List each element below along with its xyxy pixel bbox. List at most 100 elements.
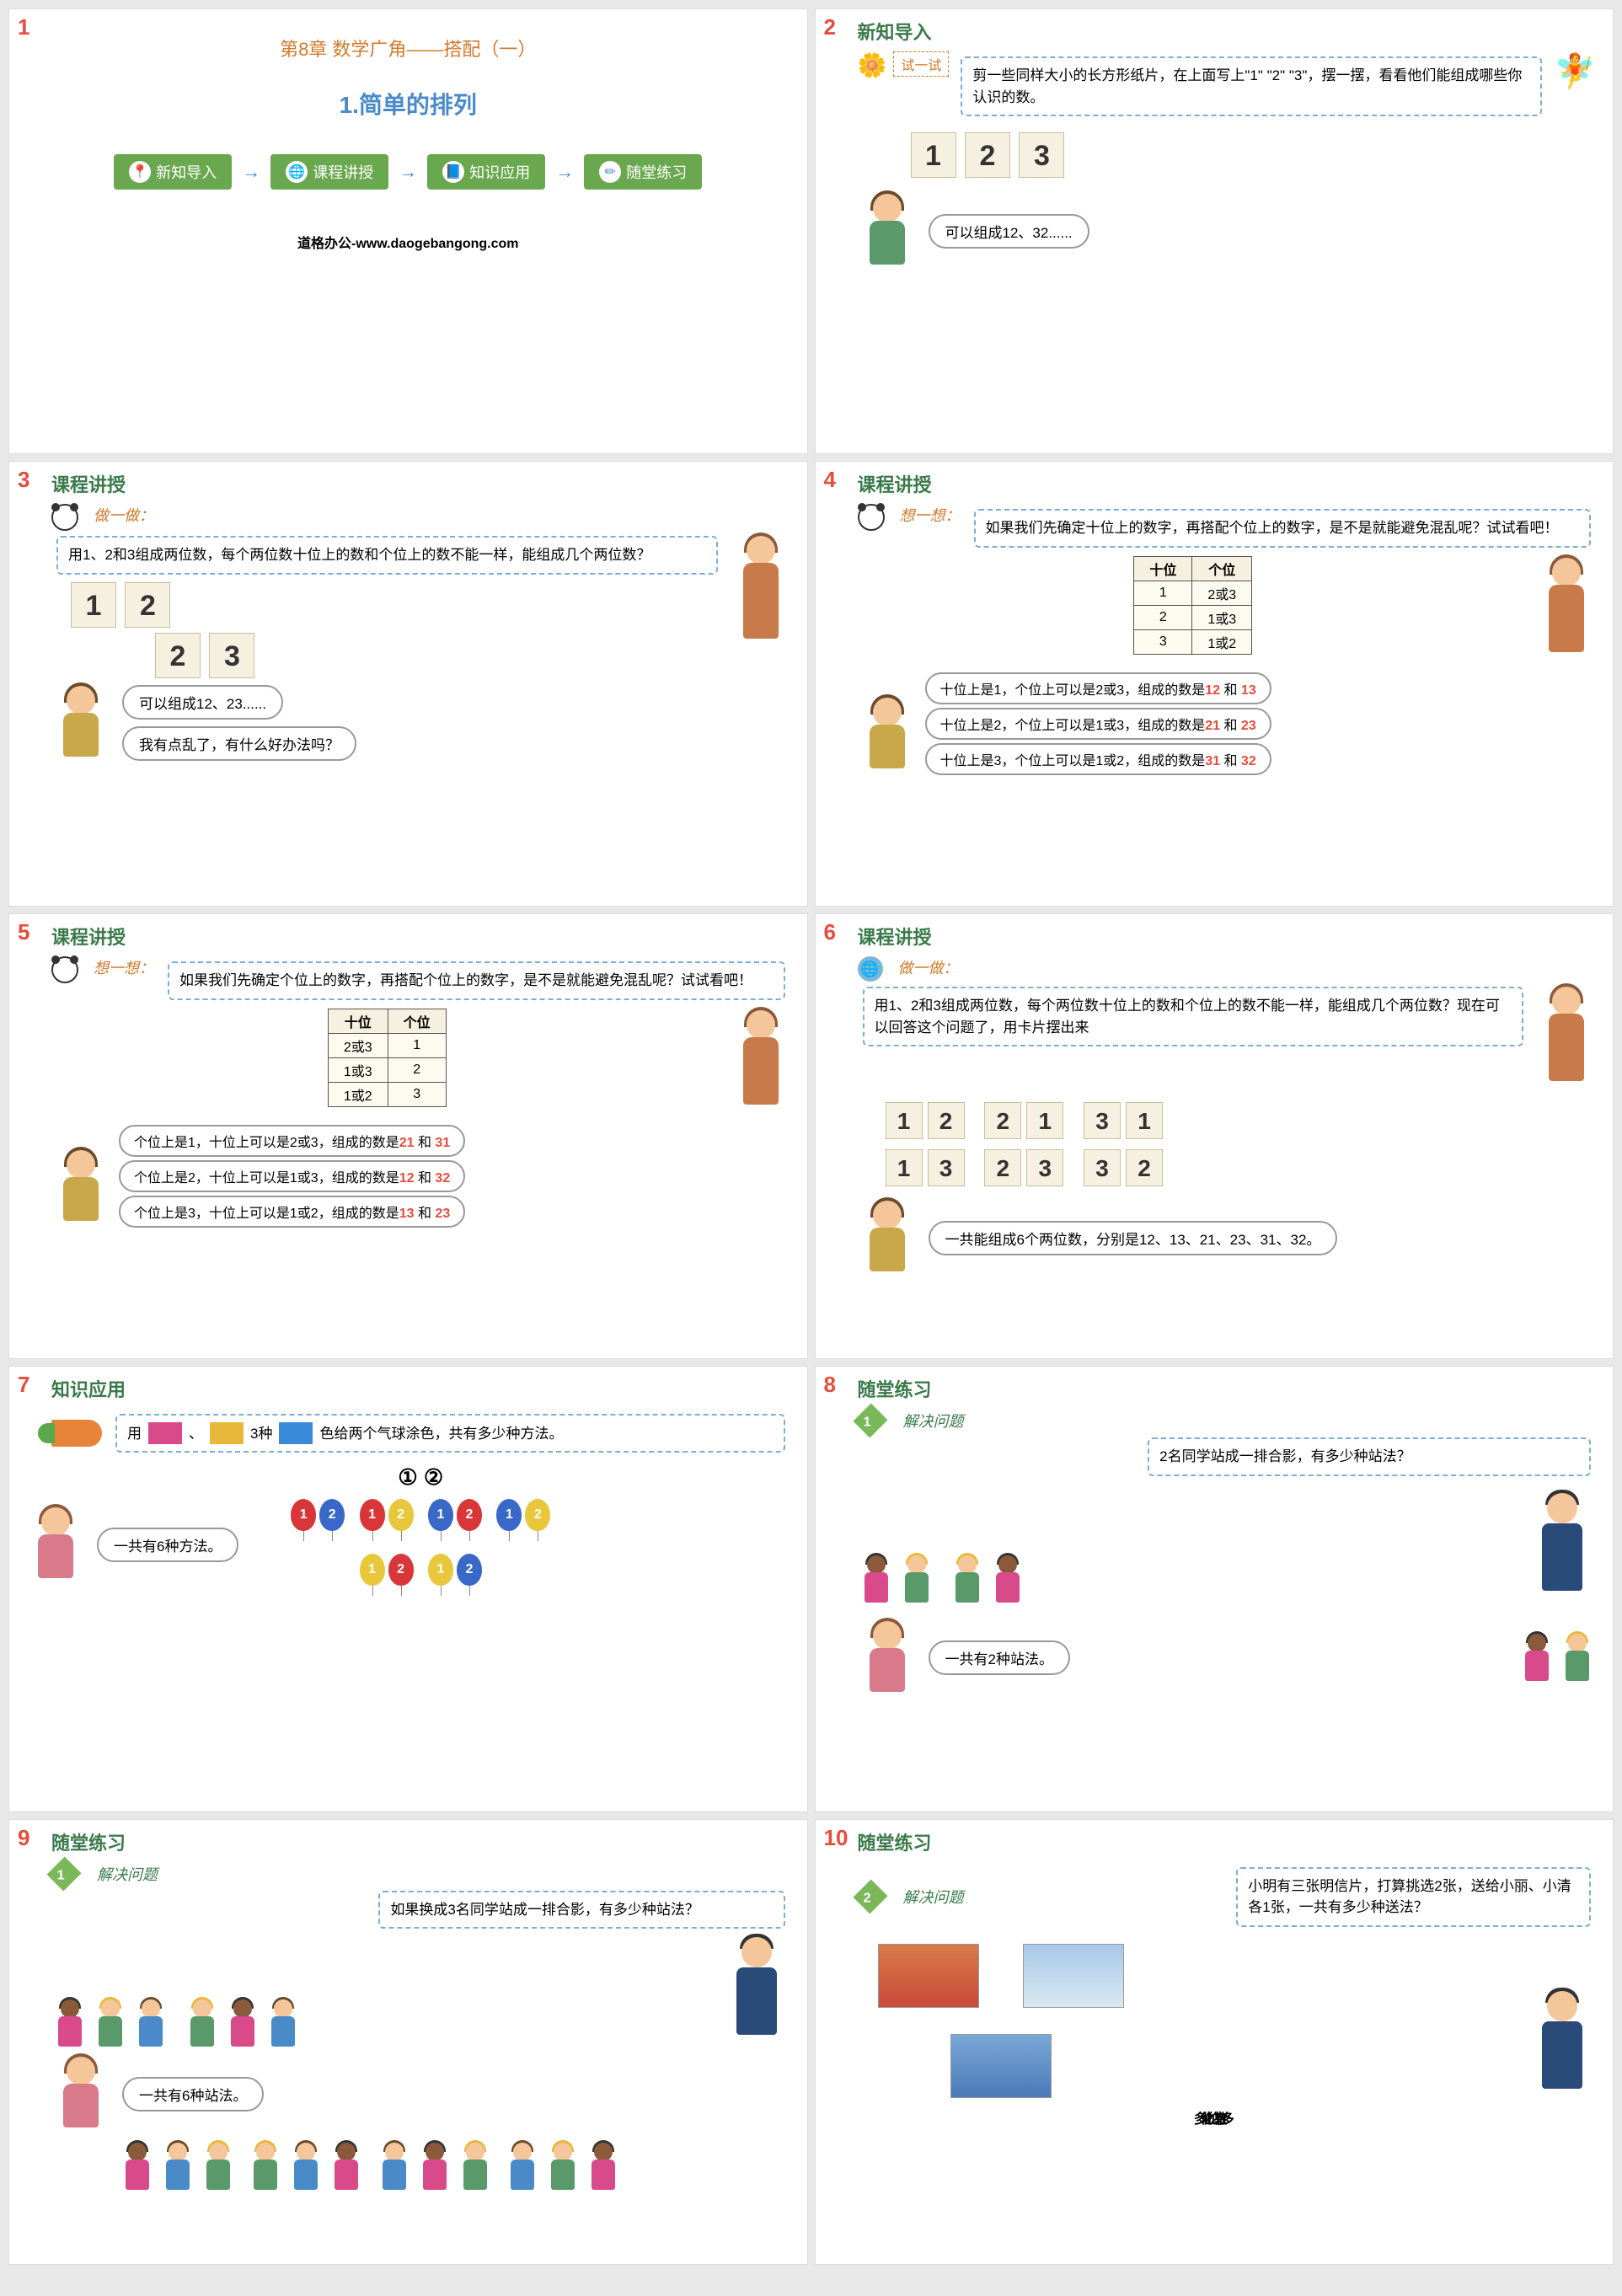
boy-character — [858, 1196, 917, 1280]
girl-character — [51, 2052, 110, 2136]
sub-label: 想一想： — [94, 956, 154, 978]
slide-number: 6 — [824, 919, 836, 945]
kids-group — [51, 1996, 302, 2052]
section-header: 随堂练习 — [816, 1367, 1614, 1405]
color-swatch-yellow — [210, 1422, 244, 1444]
slide-1: 1 第8章 数学广角——搭配（一） 1.简单的排列 📍新知导入 → 🌐课程讲授 … — [8, 8, 808, 454]
arrow-icon: → — [242, 161, 260, 183]
globe-icon: 🌐 — [858, 956, 883, 982]
footer-text: 道格办公-www.daogebangong.com — [9, 232, 807, 252]
answer-bubble: 一共有2种站法。 — [929, 1640, 1070, 1675]
result-line: 个位上是2，十位上可以是1或3，组成的数是12 和 32 — [119, 1160, 465, 1192]
card-row-1: 12 21 31 — [883, 1100, 1597, 1142]
slide-4: 4 课程讲授 想一想： 如果我们先确定十位上的数字，再搭配个位上的数字，是不是就… — [815, 461, 1614, 907]
boy-character — [858, 189, 917, 273]
digits-table: 十位个位 2或31 1或32 1或23 — [328, 1009, 447, 1107]
section-header: 课程讲授 — [816, 462, 1614, 500]
slide-number: 8 — [824, 1372, 836, 1398]
kids-group — [858, 1552, 1027, 1608]
slide-number: 5 — [18, 919, 29, 945]
nav-item-practice[interactable]: ✏随堂练习 — [584, 154, 702, 190]
card-row-2: 13 23 32 — [883, 1147, 1597, 1189]
answer-bubble: 一共有6种方法。 — [97, 1528, 238, 1562]
speech-bubble: 可以组成12、23...... — [122, 685, 283, 720]
question-box: 小明有三张明信片，打算挑选2张，送给小丽、小清各1张，一共有多少种送法？ — [1236, 1867, 1591, 1927]
slide-number: 7 — [18, 1372, 29, 1398]
slide-number: 10 — [824, 1825, 848, 1851]
balloon: 2 — [388, 1499, 414, 1531]
number-card: 2 — [155, 633, 201, 678]
kids-group-2 — [1518, 1630, 1596, 1686]
question-box: 用 、 3种 色给两个气球涂色，共有多少种方法。 — [115, 1414, 785, 1453]
slide-number: 2 — [824, 14, 836, 40]
flower-icon: 🌼 — [858, 51, 887, 79]
answer-bubble: 一共有6种站法。 — [122, 2077, 264, 2111]
postcard-toronto — [950, 2034, 1052, 2098]
sub-label: 解决问题 — [903, 1886, 964, 1908]
slide-number: 1 — [18, 14, 29, 40]
balloon: 2 — [525, 1499, 550, 1531]
panda-icon — [51, 956, 78, 983]
slide-10: 10 随堂练习 2 解决问题 小明有三张明信片，打算挑选2张，送给小丽、小清各1… — [815, 1819, 1614, 2265]
slide-8: 8 随堂练习 1 解决问题 2名同学站成一排合影，有多少种站法？ 一共有2种站法… — [815, 1366, 1614, 1812]
question-box: 用1、2和3组成两位数，每个两位数十位上的数和个位上的数不能一样，能组成几个两位… — [863, 987, 1524, 1046]
slides-grid: 1 第8章 数学广角——搭配（一） 1.简单的排列 📍新知导入 → 🌐课程讲授 … — [8, 8, 1614, 2265]
nav-item-apply[interactable]: 📘知识应用 — [427, 154, 545, 190]
balloon: 1 — [360, 1499, 385, 1531]
teacher-character — [723, 1934, 790, 2052]
question-box: 如果换成3名同学站成一排合影，有多少种站法？ — [378, 1891, 784, 1929]
pencil-icon: ✏ — [599, 161, 621, 183]
teacher-character — [1528, 1988, 1596, 2106]
slide-2: 2 新知导入 🌼 试一试 剪一些同样大小的长方形纸片，在上面写上"1" "2" … — [815, 8, 1614, 454]
result-line: 十位上是1，个位上可以是2或3，组成的数是12 和 13 — [925, 672, 1271, 704]
arrow-icon: → — [555, 161, 574, 183]
postcard-london — [1023, 1944, 1124, 2008]
slide-3: 3 课程讲授 做一做： 用1、2和3组成两位数，每个两位数十位上的数和个位上的数… — [8, 461, 808, 907]
girl-character — [1537, 553, 1596, 671]
result-line: 个位上是3，十位上可以是1或2，组成的数是13 和 23 — [119, 1196, 465, 1228]
number-card: 2 — [125, 582, 170, 628]
slide-number: 4 — [824, 467, 836, 493]
balloon: 1 — [428, 1554, 453, 1586]
number-card: 3 — [1019, 132, 1064, 178]
number-card: 2 — [965, 132, 1010, 178]
heart-icon: 2 — [853, 1880, 887, 1914]
result-line: 十位上是3，个位上可以是1或2，组成的数是31 和 32 — [925, 743, 1271, 775]
girl-character — [1537, 982, 1596, 1100]
sub-label: 想一想： — [900, 504, 961, 526]
instruction-box: 剪一些同样大小的长方形纸片，在上面写上"1" "2" "3"，摆一摆，看看他们能… — [961, 56, 1542, 116]
sub-label: 解决问题 — [903, 1410, 964, 1432]
carrot-icon — [51, 1420, 102, 1447]
book-icon: 📘 — [442, 161, 464, 183]
girl-character — [731, 1005, 790, 1123]
sub-label: 解决问题 — [97, 1863, 158, 1885]
balloon: 2 — [457, 1499, 482, 1531]
panda-icon — [858, 504, 885, 531]
nav-item-teach[interactable]: 🌐课程讲授 — [270, 154, 388, 190]
balloon: 1 — [496, 1499, 522, 1531]
slide-number: 3 — [18, 467, 29, 493]
hint-box: 如果我们先确定十位上的数字，再搭配个位上的数字，是不是就能避免混乱呢？试试看吧！ — [974, 509, 1592, 548]
try-label: 试一试 — [893, 51, 949, 77]
answer-bubble: 一共能组成6个两位数，分别是12、13、21、23、31、32。 — [929, 1221, 1338, 1255]
nav-row: 📍新知导入 → 🌐课程讲授 → 📘知识应用 → ✏随堂练习 — [9, 154, 807, 190]
section-header: 新知导入 — [816, 9, 1614, 48]
boy-character — [51, 1145, 110, 1229]
hint-box: 如果我们先确定个位上的数字，再搭配个位上的数字，是不是就能避免混乱呢？试试看吧！ — [168, 961, 785, 1000]
balloon: 2 — [457, 1554, 482, 1586]
balloon: 1 — [291, 1499, 316, 1531]
girl-character — [26, 1502, 85, 1587]
balloon: 2 — [319, 1499, 345, 1531]
fairy-icon: 🧚 — [1554, 51, 1596, 91]
section-header: 随堂练习 — [9, 1820, 807, 1859]
section-header: 知识应用 — [9, 1367, 807, 1405]
balloon: 1 — [428, 1499, 453, 1531]
nav-item-intro[interactable]: 📍新知导入 — [114, 154, 232, 190]
slide-number: 9 — [18, 1825, 29, 1851]
balloon: 1 — [360, 1554, 385, 1586]
slide-6: 6 课程讲授 🌐 做一做： 用1、2和3组成两位数，每个两位数十位上的数和个位上… — [815, 913, 1614, 1359]
chapter-title: 第8章 数学广角——搭配（一） — [9, 35, 807, 62]
number-card: 3 — [209, 633, 254, 678]
kids-arrangements — [119, 2139, 790, 2195]
sub-label: 做一做： — [94, 504, 154, 526]
